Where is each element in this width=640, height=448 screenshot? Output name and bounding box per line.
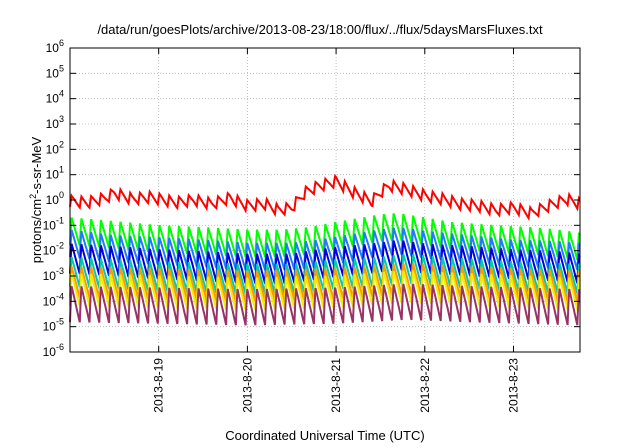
x-tick-label: 2013-8-19 [152, 358, 166, 413]
series-line-8 [69, 283, 581, 326]
y-tick-label: 104 [46, 89, 64, 106]
y-tick-label: 10-5 [43, 317, 64, 334]
x-axis-label: Coordinated Universal Time (UTC) [225, 428, 425, 443]
y-tick-label: 105 [46, 63, 64, 80]
y-axis-label-post: -s-sr-MeV [29, 136, 45, 194]
x-tick-label: 2013-8-20 [240, 358, 254, 413]
y-tick-label: 10-6 [43, 342, 64, 359]
x-tick-label: 2013-8-22 [418, 358, 432, 413]
y-axis-label-sup: 2 [27, 193, 38, 199]
series-line-5 [69, 253, 581, 294]
y-tick-label: 101 [46, 165, 64, 182]
y-tick-label: 103 [46, 114, 64, 131]
y-tick-label: 100 [46, 190, 64, 207]
series-line-1 [69, 174, 581, 221]
x-tick-label: 2013-8-23 [506, 358, 520, 413]
y-tick-label: 10-2 [43, 241, 64, 258]
x-tick-label: 2013-8-21 [329, 358, 343, 413]
chart-title: /data/run/goesPlots/archive/2013-08-23/1… [97, 22, 543, 37]
series-line-2 [69, 213, 581, 261]
y-tick-label: 10-4 [43, 291, 64, 308]
series-line-4 [69, 240, 581, 284]
y-tick-label: 10-1 [43, 215, 64, 232]
y-axis-label-pre: protons/cm [29, 198, 45, 264]
y-tick-label: 10-3 [43, 266, 64, 283]
y-tick-label: 106 [46, 38, 64, 55]
series-line-7 [69, 270, 581, 311]
series-line-3 [69, 227, 581, 271]
y-tick-label: 102 [46, 139, 64, 156]
series-line-6 [69, 263, 581, 303]
